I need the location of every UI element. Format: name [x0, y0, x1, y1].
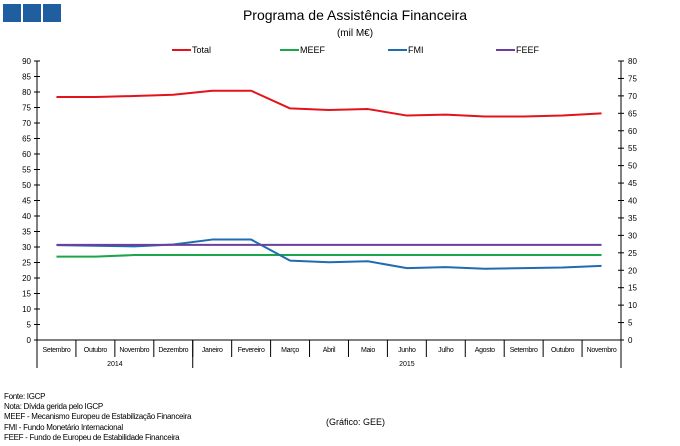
note-line: FEEF - Fundo de Europeu de Estabilidade …	[4, 432, 180, 442]
x-tick-label: Novembro	[587, 347, 617, 354]
y-tick-label: 35	[22, 228, 31, 237]
note-line: Nota: Dívida gerida pelo IGCP	[4, 402, 103, 412]
logo	[3, 4, 61, 22]
y2-tick-label: 15	[628, 284, 637, 293]
y2-tick-label: 45	[628, 179, 637, 188]
y2-tick-label: 70	[628, 92, 637, 101]
y2-tick-label: 35	[628, 214, 637, 223]
y-tick-label: 90	[22, 57, 31, 66]
year-label: 2015	[399, 361, 415, 368]
note-line: FMI - Fundo Monetário Internacional	[4, 422, 123, 432]
series-line-meef	[56, 254, 602, 258]
y-tick-label: 65	[22, 135, 31, 144]
x-tick-label: Outubro	[84, 347, 108, 354]
y-tick-label: 80	[22, 88, 31, 97]
legend-label-feef: FEEF	[516, 45, 540, 55]
x-tick-label: Agosto	[475, 347, 495, 354]
x-tick-label: Setembro	[42, 347, 70, 354]
y2-tick-label: 80	[628, 57, 637, 66]
y2-tick-label: 40	[628, 197, 637, 206]
y2-tick-label: 5	[628, 319, 633, 328]
legend-label-fmi: FMI	[408, 45, 424, 55]
y2-tick-label: 0	[628, 336, 633, 345]
series-line-total	[56, 89, 602, 118]
y-tick-label: 40	[22, 212, 31, 221]
y-tick-label: 15	[22, 290, 31, 299]
y2-tick-label: 10	[628, 301, 637, 310]
x-tick-label: Setembro	[510, 347, 538, 354]
credit: (Gráfico: GEE)	[326, 417, 386, 427]
note-line: MEEF - Mecanismo Europeu de Estabilizaçã…	[4, 412, 192, 422]
y-tick-label: 0	[27, 336, 32, 345]
x-tick-label: Dezembro	[158, 347, 188, 354]
legend-label-total: Total	[192, 45, 211, 55]
y2-tick-label: 50	[628, 162, 637, 171]
notes: Fonte: IGCP Nota: Dívida gerida pelo IGC…	[4, 392, 191, 443]
x-tick-label: Novembro	[119, 347, 149, 354]
y-tick-label: 30	[22, 243, 31, 252]
x-tick-label: Fevereiro	[238, 347, 265, 354]
y2-tick-label: 20	[628, 266, 637, 275]
y2-tick-label: 25	[628, 249, 637, 258]
y2-tick-label: 60	[628, 127, 637, 136]
y2-tick-label: 30	[628, 231, 637, 240]
x-tick-label: Julho	[438, 347, 454, 354]
y-tick-label: 20	[22, 274, 31, 283]
chart-subtitle: (mil M€)	[336, 28, 374, 39]
note-line: Fonte: IGCP	[4, 392, 46, 401]
x-tick-label: Junho	[398, 347, 416, 354]
y-tick-label: 60	[22, 150, 31, 159]
year-label: 2014	[107, 361, 123, 368]
x-tick-label: Outubro	[551, 347, 575, 354]
y-tick-label: 85	[22, 73, 31, 82]
y-tick-label: 70	[22, 119, 31, 128]
x-tick-label: Janeiro	[202, 347, 223, 354]
chart-title: Programa de Assistência Financeira	[242, 7, 468, 23]
x-tick-label: Abril	[323, 347, 336, 354]
y-tick-label: 50	[22, 181, 31, 190]
y-tick-label: 5	[27, 321, 32, 330]
y-tick-label: 55	[22, 166, 31, 175]
y2-tick-label: 75	[628, 74, 637, 83]
x-tick-label: Maio	[361, 347, 375, 354]
y-tick-label: 45	[22, 197, 31, 206]
y-tick-label: 75	[22, 104, 31, 113]
x-tick-label: Março	[281, 347, 299, 354]
y2-tick-label: 65	[628, 109, 637, 118]
y-tick-label: 25	[22, 259, 31, 268]
y-tick-label: 10	[22, 305, 31, 314]
legend-label-meef: MEEF	[300, 45, 326, 55]
y2-tick-label: 55	[628, 144, 637, 153]
